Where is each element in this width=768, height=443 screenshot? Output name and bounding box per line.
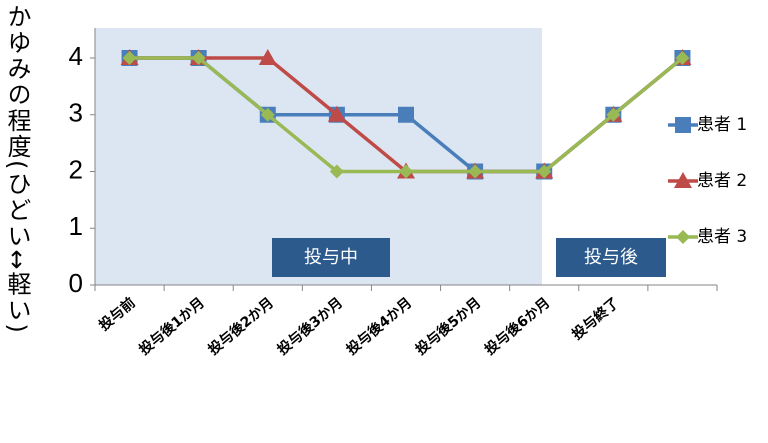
x-tick-label: 投与後2か月	[205, 294, 277, 358]
point	[676, 230, 690, 244]
point	[258, 49, 277, 65]
legend-label: 患者 1	[697, 115, 747, 135]
y-tick-label: 1	[69, 211, 83, 241]
point	[260, 107, 275, 122]
point	[398, 106, 414, 123]
y-tick-label: 2	[69, 154, 83, 184]
legend-label: 患者 3	[697, 227, 747, 247]
annotation: 投与後	[584, 247, 638, 268]
point	[191, 51, 206, 65]
y-tick-label: 0	[69, 268, 83, 298]
point	[674, 172, 692, 188]
point	[537, 164, 552, 179]
point	[329, 164, 344, 179]
x-tick-label: 投与後4か月	[343, 294, 415, 358]
y-tick-label: 4	[69, 41, 83, 71]
legend-label: 患者 2	[697, 171, 747, 191]
point	[122, 51, 137, 65]
point	[606, 107, 621, 122]
y-axis-label: かゆみの程度(ひどい↔軽い)	[3, 4, 31, 335]
annotation-box	[556, 238, 666, 277]
x-tick-label: 投与後5か月	[412, 294, 484, 358]
x-tick-label: 投与後3か月	[274, 294, 346, 358]
annotation: 投与中	[304, 247, 358, 268]
point	[675, 117, 691, 133]
point	[675, 51, 690, 65]
point	[468, 164, 483, 179]
point	[399, 164, 413, 179]
annotation-box	[272, 238, 390, 277]
x-tick-label: 投与前	[96, 294, 139, 334]
y-tick-label: 3	[69, 98, 83, 128]
point	[327, 105, 346, 122]
x-tick-label: 投与後6か月	[481, 294, 553, 358]
x-tick-label: 投与終了	[569, 294, 623, 343]
x-tick-label: 投与後1か月	[136, 294, 208, 358]
